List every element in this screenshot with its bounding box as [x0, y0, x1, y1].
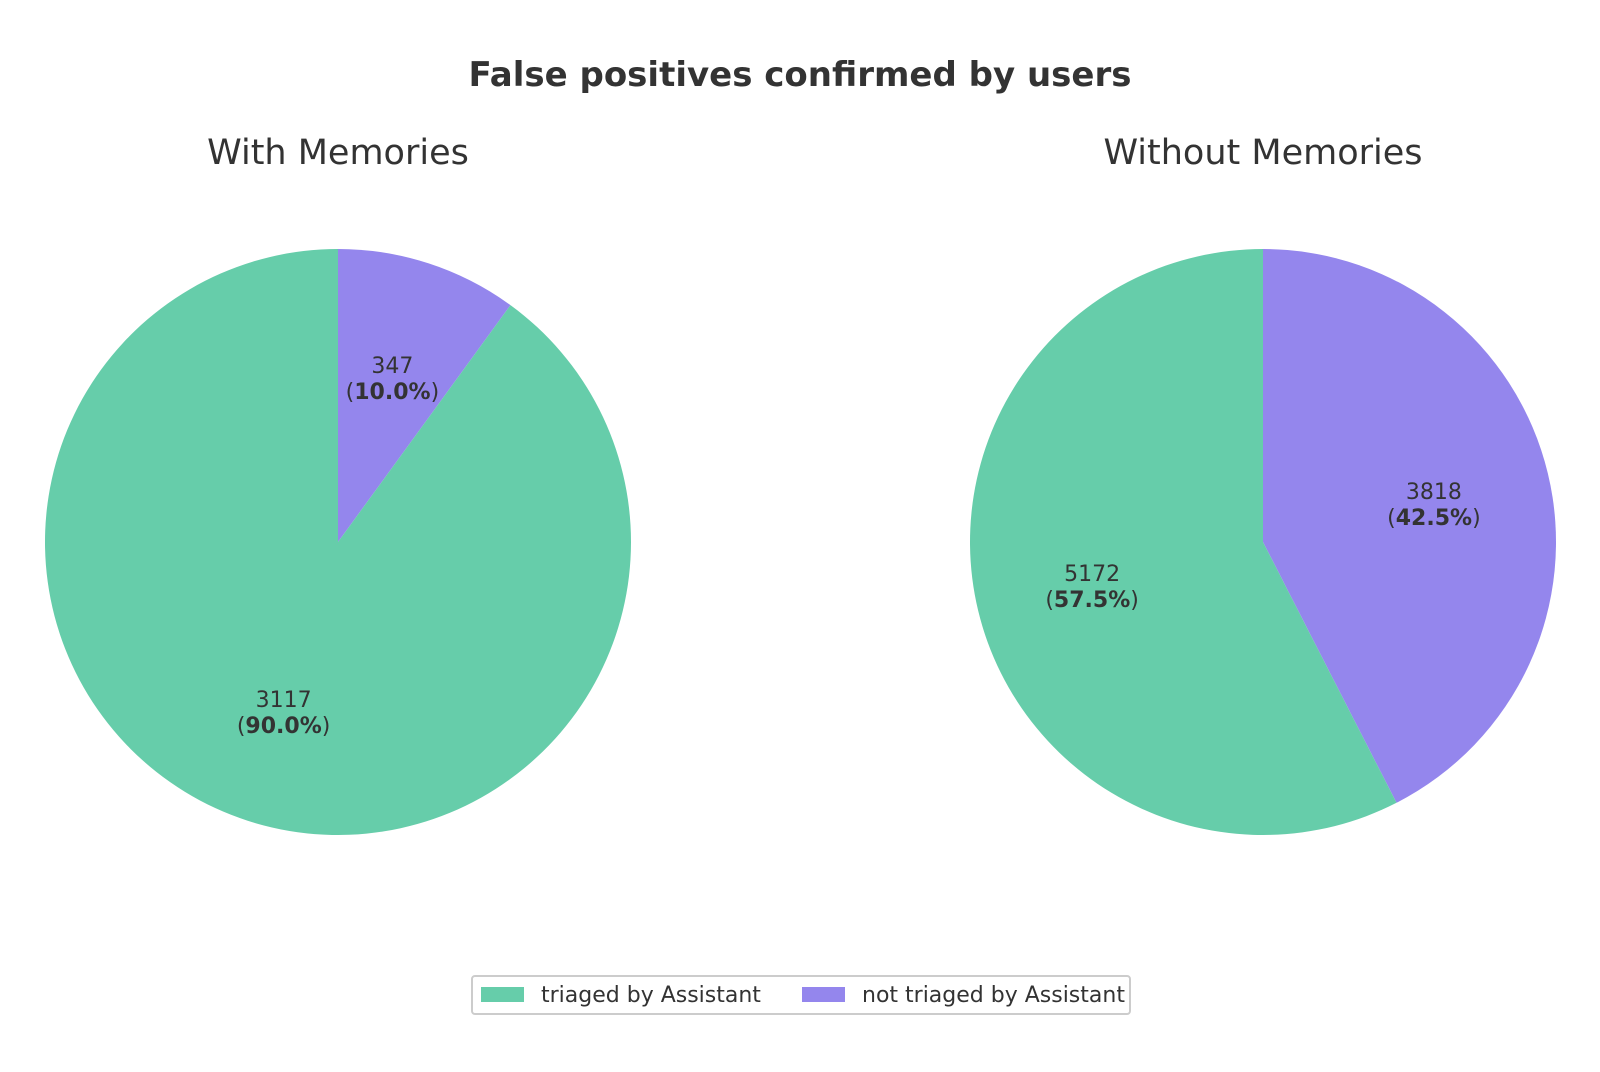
- slice-value-label: 3117: [256, 688, 312, 713]
- pie-without-memories: Without Memories 3818(42.5%) 5172(57.5%): [970, 133, 1557, 836]
- figure-title: False positives confirmed by users: [469, 55, 1132, 95]
- pie-slice-not-triaged-by-assistant: [338, 249, 511, 542]
- legend-swatch-not-triaged: [802, 987, 845, 1002]
- pie-slices-without-memories: [970, 249, 1557, 836]
- legend-label-not-triaged: not triaged by Assistant: [862, 983, 1125, 1008]
- legend-label-triaged: triaged by Assistant: [541, 983, 761, 1008]
- slice-percent-value: 57.5%: [1054, 588, 1130, 613]
- slice-percent-value: 10.0%: [354, 380, 430, 405]
- legend-frame: [471, 975, 1131, 1015]
- pie-slice-not-triaged-by-assistant: [1263, 249, 1557, 803]
- legend-swatch-triaged: [481, 987, 524, 1002]
- pie-slices-with-memories: [44, 249, 631, 835]
- slice-percent-label: (10.0%): [346, 380, 440, 405]
- legend: triaged by Assistant not triaged by Assi…: [471, 975, 1131, 1015]
- slice-value-label: 5172: [1064, 562, 1120, 587]
- slice-percent-value: 42.5%: [1396, 506, 1472, 531]
- pie-title-with-memories: With Memories: [207, 133, 469, 173]
- slice-value-label: 3818: [1406, 480, 1462, 505]
- pie-labels-with-memories: 347(10.0%) 3117(90.0%): [237, 354, 439, 739]
- pie-with-memories: With Memories 347(10.0%) 3117(90.0%): [44, 133, 631, 835]
- pie-slice-triaged-by-assistant: [44, 249, 631, 835]
- slice-percent-label: (90.0%): [237, 714, 331, 739]
- slice-percent-value: 90.0%: [245, 714, 321, 739]
- slice-percent-label: (42.5%): [1387, 506, 1481, 531]
- pie-slice-triaged-by-assistant: [970, 249, 1397, 836]
- slice-value-label: 347: [371, 354, 413, 379]
- pie-title-without-memories: Without Memories: [1103, 133, 1422, 173]
- pie-labels-without-memories: 3818(42.5%) 5172(57.5%): [1045, 480, 1480, 613]
- slice-percent-label: (57.5%): [1045, 588, 1139, 613]
